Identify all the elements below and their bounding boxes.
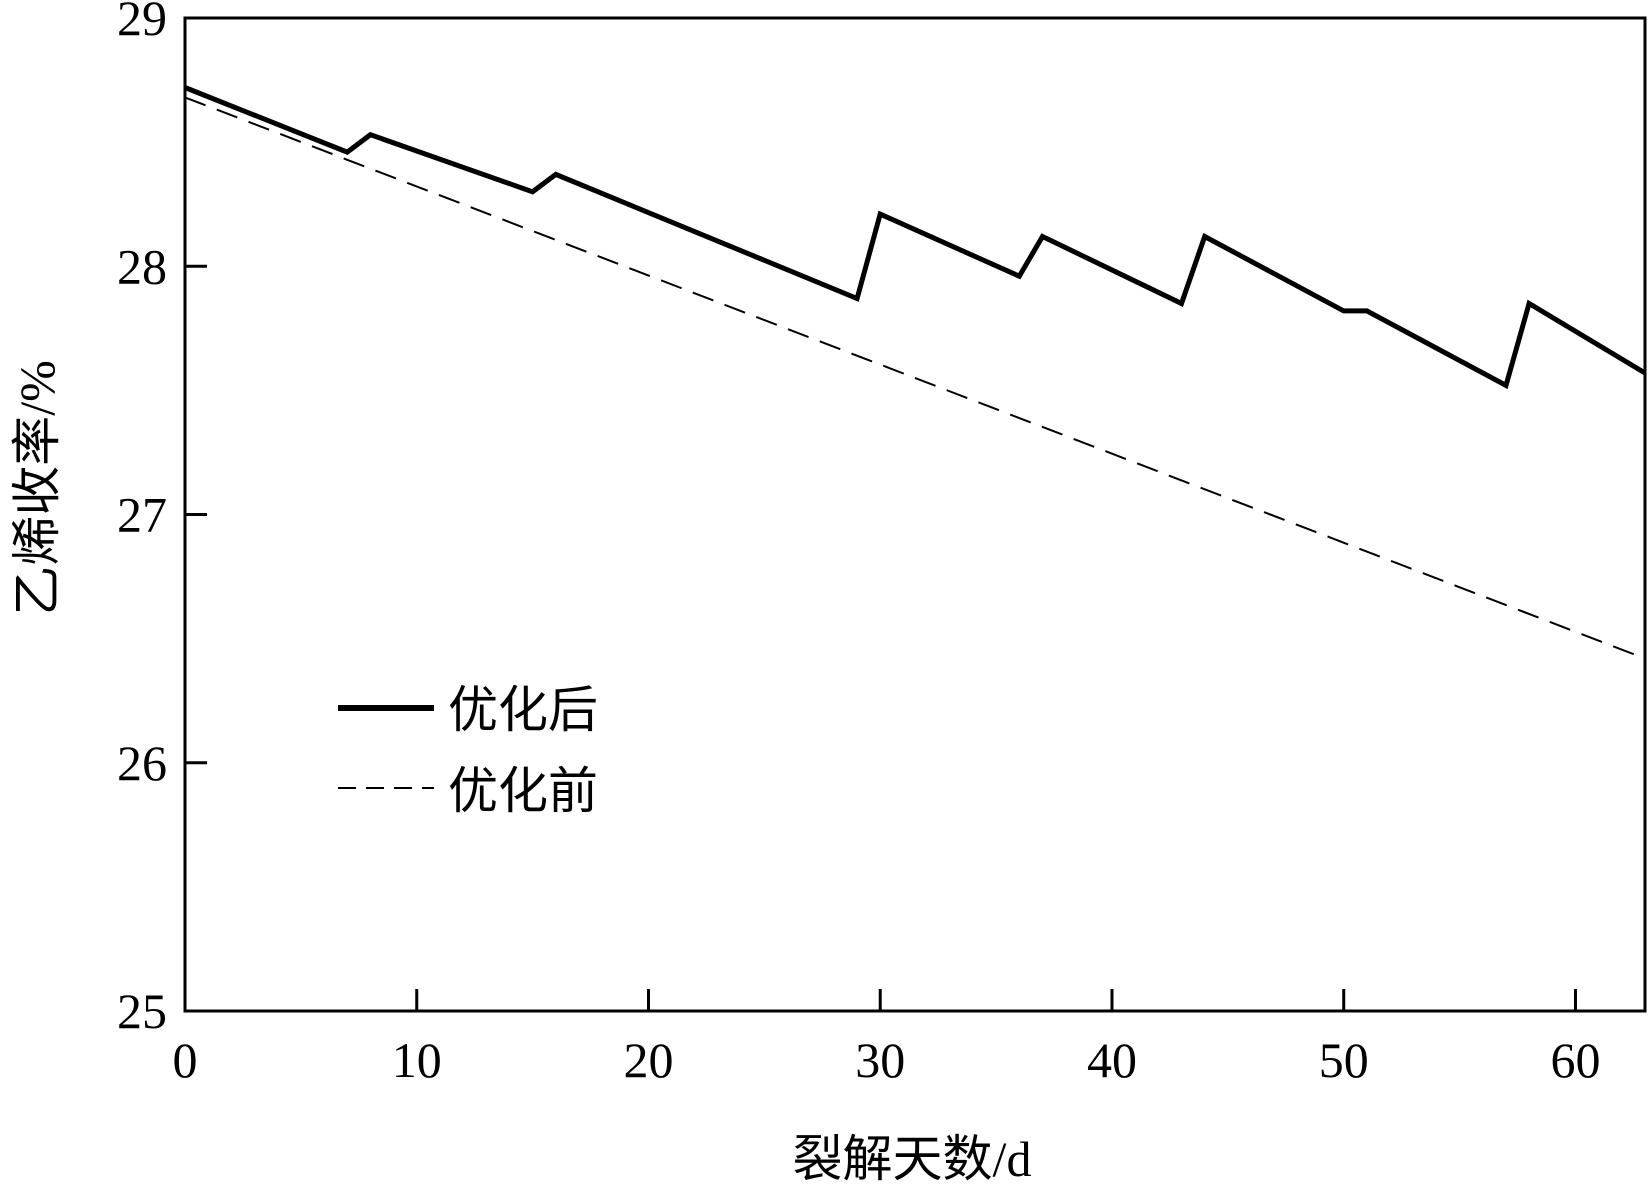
y-tick-label: 29 (117, 0, 167, 46)
axes: 0 10 20 30 40 50 60 25 26 27 28 29 (117, 0, 1647, 1088)
x-tick-label: 30 (855, 1032, 905, 1088)
y-tick-label: 27 (117, 487, 167, 543)
series-layer (184, 85, 1647, 660)
x-tick-label: 60 (1550, 1032, 1600, 1088)
x-tick-label: 10 (392, 1032, 442, 1088)
plot-frame (183, 16, 1647, 1013)
x-tick-label: 50 (1319, 1032, 1369, 1088)
y-tick-label: 25 (117, 983, 167, 1039)
legend-label-solid: 优化后 (448, 682, 598, 738)
series-line-after (184, 85, 1647, 390)
y-tick-label: 28 (117, 238, 167, 294)
labels: 裂解天数/d 乙烯收率/% (9, 360, 1031, 1187)
x-tick-label: 20 (623, 1032, 673, 1088)
x-axis-title: 裂解天数/d (793, 1131, 1032, 1187)
y-axis-title: 乙烯收率/% (9, 360, 65, 616)
series-line-before (184, 96, 1646, 660)
y-tick-label: 26 (117, 735, 167, 791)
legend: 优化后 优化前 (338, 682, 598, 819)
legend-label-dashed: 优化前 (448, 763, 598, 819)
x-tick-label: 40 (1087, 1032, 1137, 1088)
x-tick-label: 0 (173, 1032, 198, 1088)
